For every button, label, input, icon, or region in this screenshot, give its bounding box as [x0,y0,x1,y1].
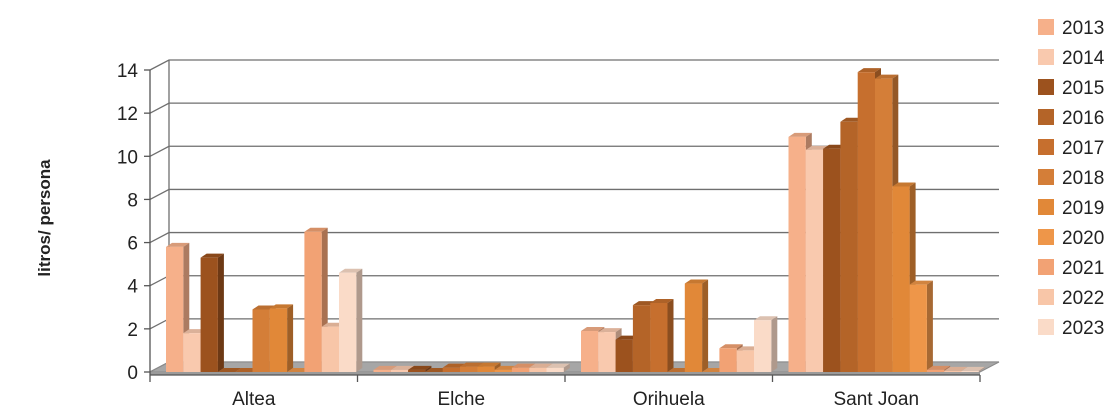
legend-item-2016: 2016 [1038,108,1104,129]
axes: 0 2 4 6 8 10 12 14 Altea Elche Orihuela Sant Joan [117,61,981,410]
legend-label: 2021 [1062,258,1104,279]
legend-label: 2013 [1062,18,1104,39]
y-tick-label: 6 [127,234,138,255]
legend-item-2021: 2021 [1038,258,1104,279]
legend-item-2018: 2018 [1038,168,1104,189]
legend-swatch [1038,169,1054,185]
legend-swatch [1038,289,1054,305]
legend-swatch [1038,49,1054,65]
bar-altea-2023 [339,268,363,372]
bar-sant-joan-2020 [909,280,933,372]
bar-elche-2015 [408,365,432,372]
legend: 2013 2014 2015 2016 2017 2018 2019 2020 2021 2022… [1038,18,1105,339]
legend-label: 2018 [1062,168,1104,189]
legend-item-2013: 2013 [1038,18,1104,39]
legend-item-2020: 2020 [1038,228,1104,249]
legend-label: 2017 [1062,138,1104,159]
y-tick-label: 8 [127,190,138,211]
legend-label: 2019 [1062,198,1104,219]
y-tick-label: 14 [117,61,139,82]
legend-swatch [1038,139,1054,155]
y-tick-label: 10 [117,147,138,168]
legend-item-2022: 2022 [1038,288,1104,309]
y-tick-label: 12 [117,104,138,125]
x-category-label: Sant Joan [833,389,919,410]
legend-swatch [1038,109,1054,125]
legend-label: 2020 [1062,228,1104,249]
legend-item-2023: 2023 [1038,318,1104,339]
legend-item-2019: 2019 [1038,198,1104,219]
y-tick-label: 4 [127,277,138,298]
legend-swatch [1038,319,1054,335]
x-category-label: Elche [437,389,485,410]
legend-label: 2016 [1062,108,1104,129]
bar-orihuela-2019 [684,279,709,372]
legend-swatch [1038,79,1054,95]
legend-swatch [1038,259,1054,275]
legend-swatch [1038,19,1054,35]
floor-front [150,372,980,375]
bar-orihuela-2017 [650,298,674,372]
bar-elche-2023 [546,363,570,372]
bar-orihuela-2023 [754,316,778,372]
legend-item-2015: 2015 [1038,78,1104,99]
legend-label: 2015 [1062,78,1104,99]
bar-altea-2016 [217,368,242,372]
legend-label: 2022 [1062,288,1104,309]
y-tick-label: 0 [127,363,138,384]
bars [166,68,985,373]
legend-swatch [1038,199,1054,215]
legend-label: 2023 [1062,318,1104,339]
legend-item-2017: 2017 [1038,138,1104,159]
legend-swatch [1038,229,1054,245]
y-axis-title: litros/ persona [35,159,54,277]
bar-altea-2019 [269,304,294,372]
x-category-label: Orihuela [633,389,705,410]
y-tick-label: 2 [127,320,138,341]
x-category-label: Altea [232,389,276,410]
bar-sant-joan-2023 [961,366,985,372]
legend-item-2014: 2014 [1038,48,1105,69]
legend-label: 2014 [1062,48,1105,69]
bar-altea-2015 [200,253,224,372]
